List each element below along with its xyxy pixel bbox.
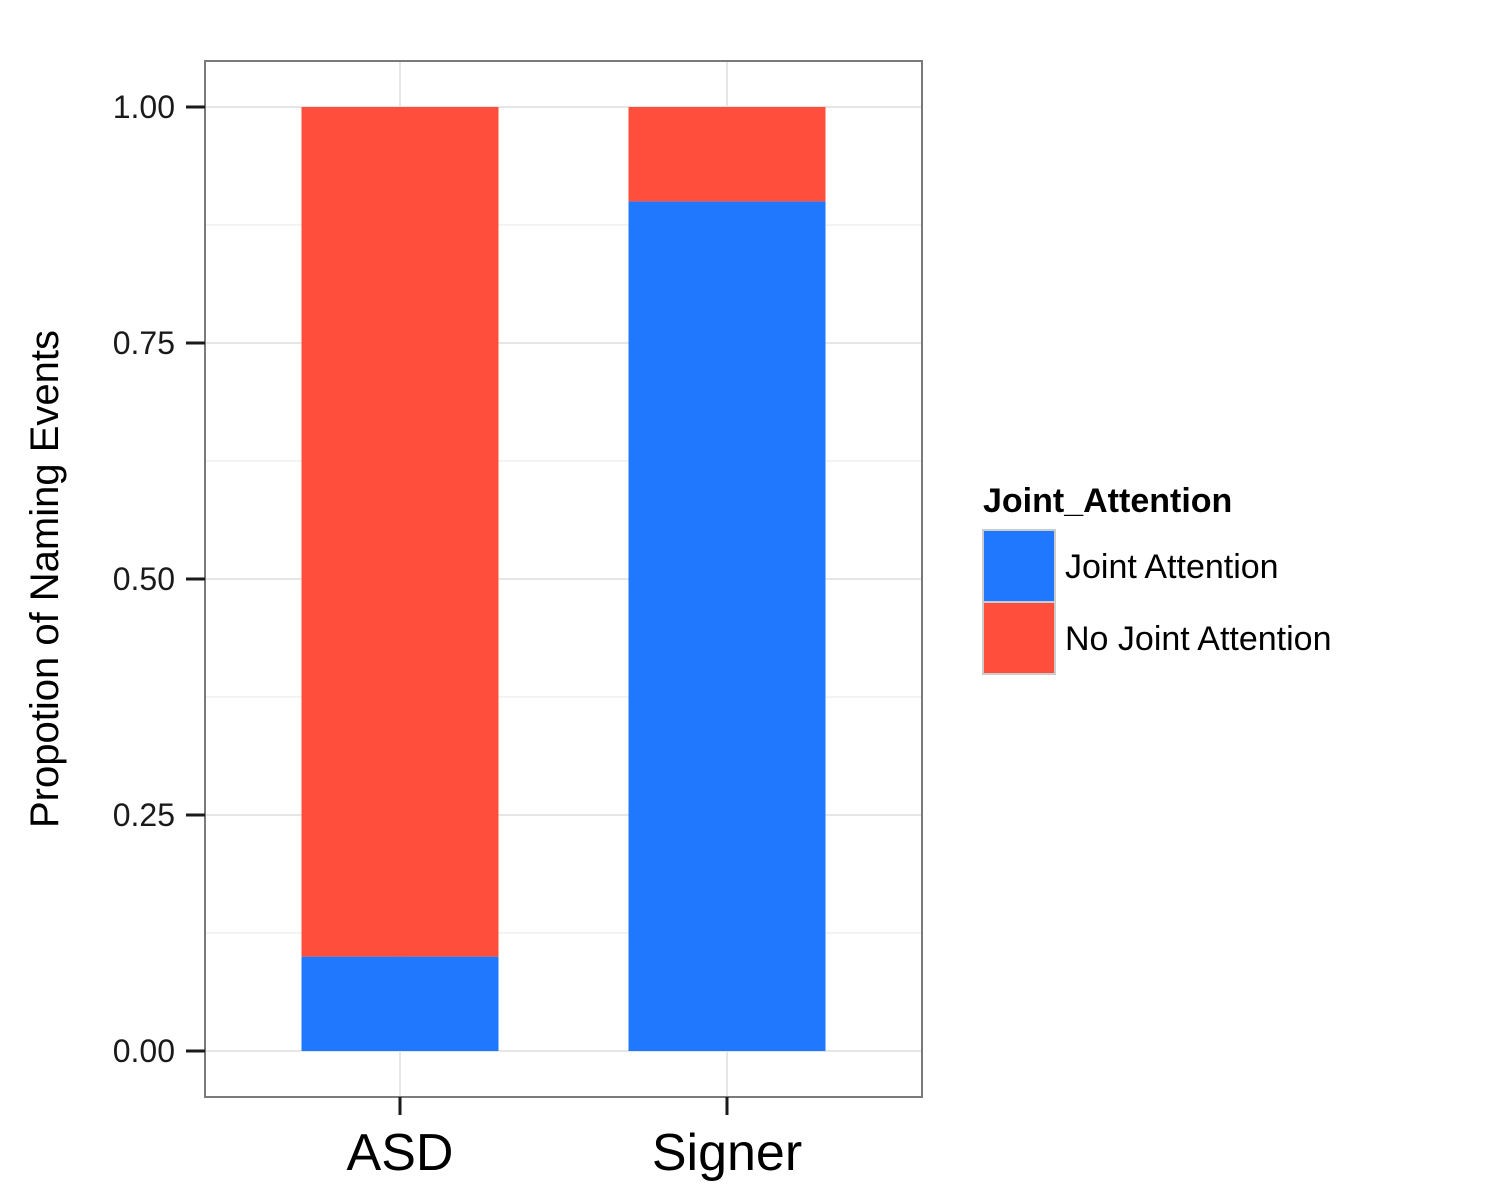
y-tick-label: 0.25 [113, 797, 175, 833]
legend-items: Joint Attention No Joint Attention [982, 529, 1332, 675]
y-tick-label: 0.50 [113, 561, 175, 597]
bar-segment [628, 201, 826, 1051]
y-tick-label: 0.75 [113, 325, 175, 361]
y-tick-label: 1.00 [113, 89, 175, 125]
legend-label: No Joint Attention [1065, 620, 1332, 658]
legend-title: Joint_Attention [983, 482, 1232, 520]
bars [301, 107, 826, 1051]
bar-segment [301, 956, 499, 1051]
bar-segment [628, 107, 826, 202]
x-tick-label: Signer [652, 1124, 802, 1182]
x-tick-label: ASD [347, 1124, 454, 1182]
x-axis: ASD Signer [347, 1097, 802, 1182]
y-tick-label: 0.00 [113, 1033, 175, 1069]
y-axis: 0.00 0.25 0.50 0.75 1.00 [113, 89, 205, 1069]
y-axis-title: Propotion of Naming Events [23, 330, 67, 828]
legend: Joint_Attention Joint Attention No Joint … [982, 482, 1332, 675]
legend-label: Joint Attention [1065, 548, 1279, 586]
bar-segment [301, 107, 499, 957]
legend-key [982, 529, 1056, 603]
legend-key [982, 601, 1056, 675]
